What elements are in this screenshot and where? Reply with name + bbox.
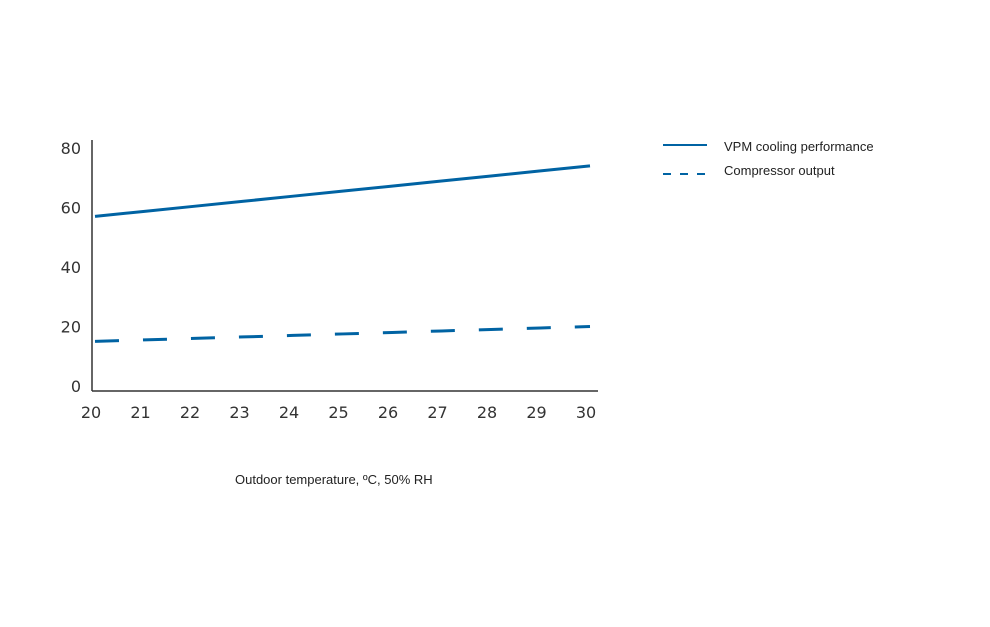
x-tick-label: 21 <box>130 403 150 422</box>
x-tick-label: 20 <box>81 403 101 422</box>
series-line-compressor-output <box>94 325 591 343</box>
y-tick-label: 80 <box>61 139 81 158</box>
x-tick-label: 25 <box>328 403 348 422</box>
x-tick-label: 26 <box>378 403 398 422</box>
x-tick-label: 22 <box>180 403 200 422</box>
legend-label-compressor: Compressor output <box>724 163 835 178</box>
y-tick-label: 20 <box>61 318 81 337</box>
x-tick-label: 29 <box>526 403 546 422</box>
series-line-vpm-cooling <box>94 164 591 218</box>
y-tick-label: 0 <box>71 377 81 396</box>
legend-label-vpm: VPM cooling performance <box>724 139 874 154</box>
x-tick-label: 24 <box>279 403 299 422</box>
x-axis-label: Outdoor temperature, ºC, 50% RH <box>235 472 433 487</box>
y-tick-label: 60 <box>61 199 81 218</box>
x-tick-label: 27 <box>427 403 447 422</box>
y-tick-label: 40 <box>61 258 81 277</box>
x-tick-label: 23 <box>229 403 249 422</box>
x-tick-label: 28 <box>477 403 497 422</box>
x-tick-label: 30 <box>576 403 596 422</box>
